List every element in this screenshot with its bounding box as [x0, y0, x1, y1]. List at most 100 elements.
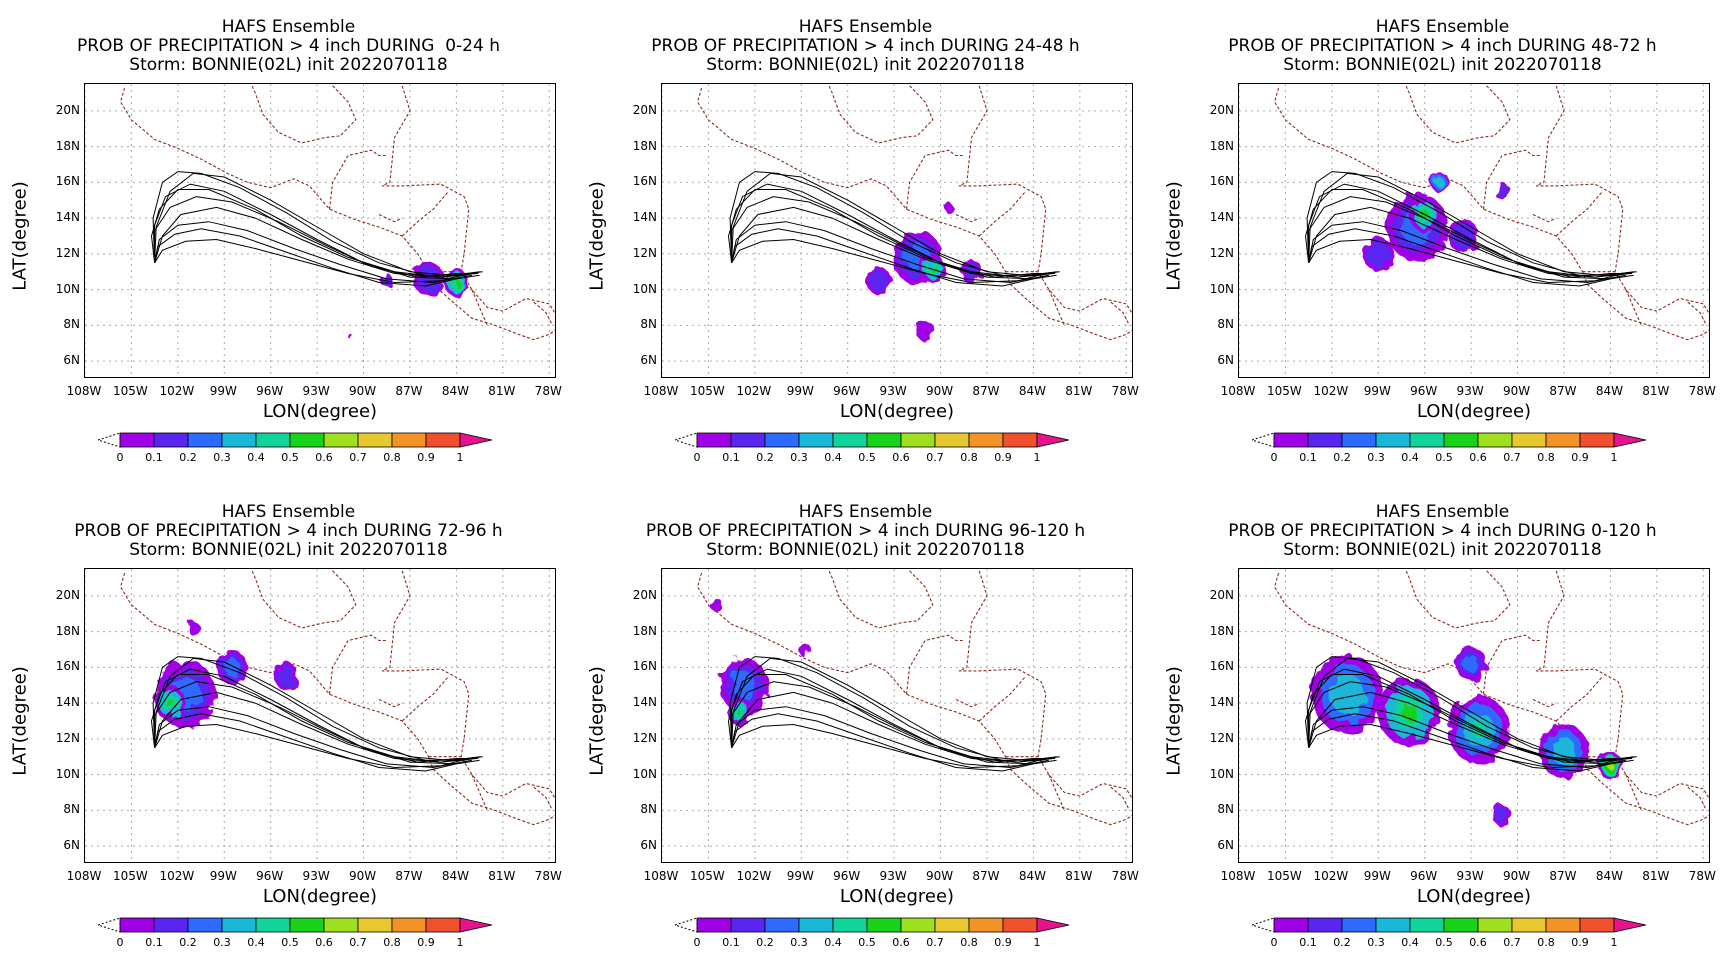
- colorbar-label: 0.5: [1435, 936, 1453, 949]
- ensemble-track: [731, 681, 1056, 763]
- colorbar-swatch: [153, 432, 189, 448]
- panel-title-line2: PROB OF PRECIPITATION > 4 inch DURING 96…: [645, 521, 1086, 541]
- colorbar-swatch: [1443, 917, 1479, 933]
- y-tick-label: 6N: [640, 838, 657, 853]
- ensemble-track: [731, 657, 1060, 761]
- y-tick-label: 18N: [1209, 623, 1234, 638]
- colorbar-label: 0.3: [790, 936, 808, 949]
- precip-cell: [1329, 674, 1366, 714]
- colorbar-label: 0.8: [960, 451, 978, 464]
- y-tick-label: 14N: [55, 695, 80, 710]
- panel-96-120h: HAFS Ensemble PROB OF PRECIPITATION > 4 …: [577, 485, 1154, 970]
- colorbar-swatch: [1545, 432, 1581, 448]
- ensemble-track: [154, 668, 480, 765]
- ensemble-track: [731, 723, 1046, 769]
- x-tick-label: 93W: [1456, 384, 1484, 398]
- coastline: [1625, 774, 1642, 811]
- map-plot: [85, 84, 555, 377]
- coastline: [958, 570, 1132, 800]
- y-tick-label: 8N: [640, 802, 657, 817]
- x-tick-label: 96W: [256, 869, 284, 883]
- y-tick-label: 10N: [632, 281, 657, 296]
- y-tick-label: 20N: [1209, 587, 1234, 602]
- x-tick-label: 96W: [1410, 384, 1438, 398]
- coastline: [1535, 570, 1709, 800]
- map-frame: [1238, 568, 1710, 863]
- colorbar-label: 0.4: [1401, 451, 1419, 464]
- y-tick-label: 12N: [1209, 245, 1234, 260]
- x-tick-label: 87W: [1549, 384, 1577, 398]
- coastline: [1110, 786, 1130, 811]
- x-tick-label: 93W: [879, 869, 907, 883]
- y-tick-label: 18N: [55, 138, 80, 153]
- coastline: [471, 774, 488, 811]
- colorbar-label: 0.7: [926, 936, 944, 949]
- ensemble-track: [1308, 172, 1637, 276]
- x-tick-label: 105W: [1267, 869, 1302, 883]
- y-tick-label: 8N: [63, 317, 80, 332]
- precip-cell: [736, 708, 743, 716]
- precip-cell: [798, 642, 811, 657]
- coastline: [905, 149, 964, 210]
- coastline: [1405, 570, 1511, 629]
- y-tick-label: 18N: [1209, 138, 1234, 153]
- ensemble-track: [154, 713, 457, 772]
- y-tick-label: 16N: [632, 659, 657, 674]
- colorbar-swatch: [1409, 432, 1445, 448]
- coastline: [905, 634, 964, 695]
- coastline: [251, 570, 357, 629]
- x-tick-label: 84W: [1595, 384, 1623, 398]
- y-tick-label: 20N: [55, 102, 80, 117]
- x-tick-label: 96W: [1410, 869, 1438, 883]
- map-plot: [662, 84, 1132, 377]
- ensemble-track: [1308, 657, 1637, 761]
- ensemble-track: [154, 196, 479, 278]
- precip-cell: [345, 331, 351, 337]
- panel-48-72h: HAFS Ensemble PROB OF PRECIPITATION > 4 …: [1154, 0, 1731, 485]
- colorbar-swatch: [798, 432, 834, 448]
- y-tick-label: 6N: [63, 353, 80, 368]
- map-frame: [661, 568, 1133, 863]
- ensemble-track: [154, 221, 472, 284]
- colorbar-swatch: [1443, 432, 1479, 448]
- y-tick-label: 12N: [632, 730, 657, 745]
- colorbar-label: 1: [1610, 451, 1618, 464]
- colorbar-label: 1: [1033, 451, 1041, 464]
- coastline: [1274, 85, 1709, 341]
- colorbar-label: 0.1: [145, 936, 163, 949]
- ensemble-track: [154, 706, 472, 769]
- x-axis-title: LON(degree): [839, 886, 955, 907]
- colorbar-swatch: [1002, 432, 1038, 448]
- map-frame: [1238, 83, 1710, 378]
- ensemble-track: [150, 674, 480, 763]
- y-tick-label: 10N: [55, 281, 80, 296]
- coastline: [1405, 85, 1511, 144]
- colorbar-swatch: [1477, 917, 1513, 933]
- x-tick-label: 102W: [736, 384, 772, 398]
- y-axis-title: LAT(degree): [1163, 181, 1185, 291]
- x-tick-label: 90W: [925, 869, 954, 883]
- colorbar-swatch: [832, 432, 868, 448]
- colorbar-label: 0.6: [1469, 451, 1487, 464]
- colorbar-swatch: [1375, 917, 1411, 933]
- colorbar-label: 0.1: [145, 451, 163, 464]
- colorbar-swatch: [832, 917, 868, 933]
- colorbar-over-arrow: [1613, 432, 1647, 448]
- colorbar-swatch: [391, 432, 427, 448]
- coastline: [471, 289, 488, 326]
- coastline: [381, 570, 555, 800]
- colorbar-swatch: [900, 432, 936, 448]
- colorbar-swatch: [866, 432, 902, 448]
- precip-cell: [869, 270, 888, 291]
- panel-title-line3: Storm: BONNIE(02L) init 2022070118: [129, 55, 448, 75]
- colorbar-label: 0.6: [892, 936, 910, 949]
- ensemble-track: [1308, 681, 1633, 763]
- colorbar-swatch: [425, 917, 461, 933]
- x-tick-label: 108W: [1220, 869, 1256, 883]
- x-tick-label: 108W: [66, 384, 102, 398]
- colorbar-swatch: [1511, 432, 1547, 448]
- precip-cell: [453, 279, 460, 286]
- coastline: [120, 85, 555, 341]
- panel-title-line3: Storm: BONNIE(02L) init 2022070118: [1283, 55, 1602, 75]
- ensemble-track: [731, 713, 1034, 772]
